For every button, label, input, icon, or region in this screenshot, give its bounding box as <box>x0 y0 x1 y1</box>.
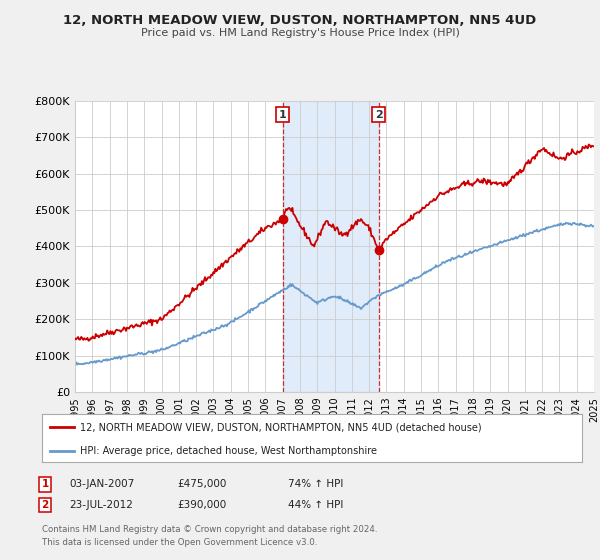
Text: This data is licensed under the Open Government Licence v3.0.: This data is licensed under the Open Gov… <box>42 538 317 547</box>
Text: 03-JAN-2007: 03-JAN-2007 <box>69 479 134 489</box>
Text: 12, NORTH MEADOW VIEW, DUSTON, NORTHAMPTON, NN5 4UD (detached house): 12, NORTH MEADOW VIEW, DUSTON, NORTHAMPT… <box>80 422 481 432</box>
Text: 12, NORTH MEADOW VIEW, DUSTON, NORTHAMPTON, NN5 4UD: 12, NORTH MEADOW VIEW, DUSTON, NORTHAMPT… <box>64 14 536 27</box>
Text: £390,000: £390,000 <box>177 500 226 510</box>
Text: 1: 1 <box>41 479 49 489</box>
Text: 74% ↑ HPI: 74% ↑ HPI <box>288 479 343 489</box>
Text: 23-JUL-2012: 23-JUL-2012 <box>69 500 133 510</box>
Text: 1: 1 <box>279 110 287 119</box>
Text: Price paid vs. HM Land Registry's House Price Index (HPI): Price paid vs. HM Land Registry's House … <box>140 28 460 38</box>
Text: 2: 2 <box>375 110 383 119</box>
Text: HPI: Average price, detached house, West Northamptonshire: HPI: Average price, detached house, West… <box>80 446 377 456</box>
Text: Contains HM Land Registry data © Crown copyright and database right 2024.: Contains HM Land Registry data © Crown c… <box>42 525 377 534</box>
Text: 2: 2 <box>41 500 49 510</box>
Text: £475,000: £475,000 <box>177 479 226 489</box>
Text: 44% ↑ HPI: 44% ↑ HPI <box>288 500 343 510</box>
Bar <box>283 101 379 392</box>
